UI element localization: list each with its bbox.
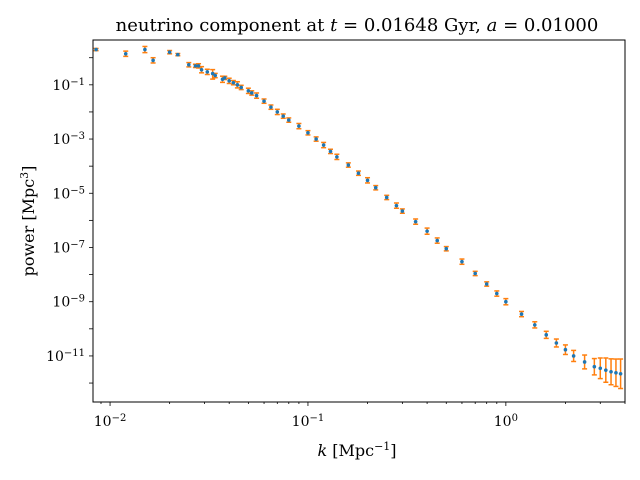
plot-frame (92, 39, 626, 403)
data-point (314, 137, 318, 141)
data-point (281, 114, 286, 118)
data-point (373, 185, 378, 190)
data-point (609, 369, 613, 374)
y-tick-label: 10−7 (52, 239, 85, 257)
data-point (275, 110, 280, 114)
data-point (254, 93, 259, 98)
data-point (384, 195, 389, 200)
data-point (167, 50, 172, 54)
data-point (306, 130, 310, 135)
data-point (227, 79, 232, 83)
data-point (554, 341, 559, 345)
data-point (231, 80, 236, 85)
data-point (592, 364, 597, 369)
y-tick-label: 10−5 (52, 185, 85, 203)
errorbar-layer (93, 45, 624, 390)
data-point (269, 105, 273, 109)
data-point (199, 67, 204, 72)
data-point (532, 323, 537, 327)
data-point (400, 209, 405, 213)
data-point (614, 370, 618, 375)
data-point (249, 91, 254, 95)
data-point (484, 282, 489, 286)
data-point (143, 47, 147, 52)
y-tick-label: 10−9 (52, 293, 85, 311)
data-point (444, 246, 449, 251)
data-point (413, 219, 418, 224)
data-point (193, 64, 198, 68)
data-point (544, 333, 549, 337)
y-axis-ticks: 10−11 10−9 10−7 10−5 10−3 10−1 (46, 57, 93, 384)
data-point (151, 58, 155, 63)
y-tick-label: 10−3 (52, 131, 85, 149)
data-point (394, 203, 399, 208)
data-point (123, 51, 128, 56)
x-tick-label: 10−1 (292, 413, 325, 431)
data-point (356, 171, 361, 175)
data-point (205, 70, 210, 74)
data-point (519, 312, 524, 316)
y-tick-label: 10−11 (46, 347, 85, 365)
x-axis-ticks: 10−2 10−1 100 (94, 402, 626, 431)
data-point (262, 99, 266, 103)
data-point (571, 354, 576, 358)
data-point (187, 62, 191, 67)
data-point (435, 238, 440, 243)
data-point (504, 299, 508, 304)
data-point (196, 64, 201, 68)
data-point (582, 360, 587, 364)
data-point (210, 71, 215, 76)
data-point (563, 347, 568, 352)
data-point (618, 371, 623, 376)
data-point (335, 155, 339, 159)
data-point (176, 52, 180, 57)
data-point (365, 178, 370, 183)
y-axis-label: power [Mpc3] (18, 166, 39, 277)
data-point (213, 73, 218, 78)
data-point (473, 271, 477, 276)
data-point (346, 163, 351, 167)
point-layer (94, 47, 623, 376)
data-point (297, 124, 301, 128)
data-point (328, 149, 333, 154)
chart-title: neutrino component at t = 0.01648 Gyr, a… (116, 15, 599, 36)
data-point (494, 291, 499, 296)
data-point (321, 143, 326, 147)
y-tick-label: 10−1 (52, 76, 85, 94)
data-point (460, 259, 464, 264)
data-point (286, 118, 291, 122)
data-point (604, 368, 608, 372)
data-point (222, 76, 227, 80)
data-point (239, 85, 244, 90)
x-tick-label: 100 (494, 413, 518, 431)
x-axis-label: k [Mpc−1] (317, 440, 396, 461)
data-point (235, 83, 240, 87)
data-point (246, 89, 251, 93)
x-tick-label: 10−2 (94, 413, 127, 431)
data-point (425, 229, 429, 233)
data-point (94, 47, 98, 52)
data-point (598, 366, 603, 371)
